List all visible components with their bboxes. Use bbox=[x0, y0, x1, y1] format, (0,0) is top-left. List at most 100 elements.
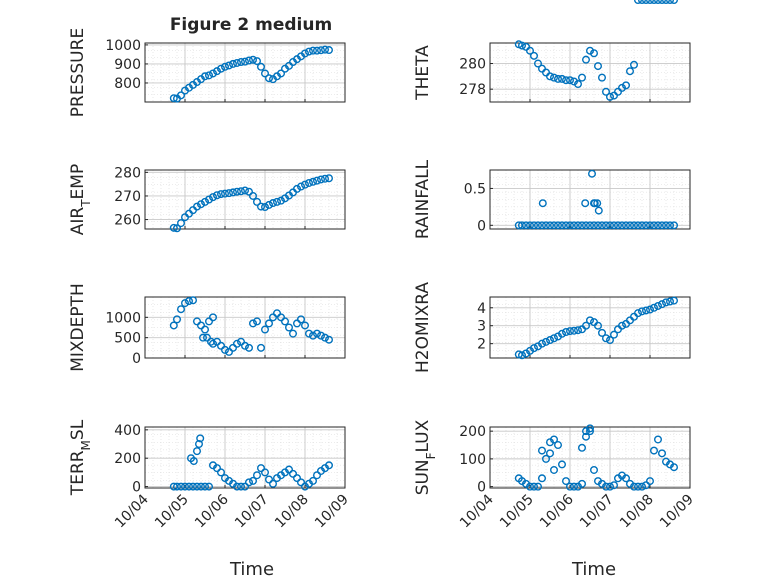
y-tick-label: 280 bbox=[114, 165, 141, 181]
data-point bbox=[582, 321, 591, 330]
data-point bbox=[281, 317, 290, 326]
data-point bbox=[542, 337, 551, 346]
y-tick-label: 4 bbox=[477, 301, 486, 317]
data-point bbox=[626, 221, 635, 230]
data-point bbox=[670, 463, 679, 472]
data-point bbox=[188, 482, 197, 491]
data-point bbox=[638, 221, 647, 230]
data-point bbox=[526, 482, 535, 491]
data-point bbox=[594, 321, 603, 330]
data-point bbox=[240, 57, 249, 66]
y-tick-label: 400 bbox=[114, 423, 141, 439]
y-axis-label-subscript: T bbox=[79, 199, 93, 208]
data-point bbox=[212, 191, 221, 200]
data-point bbox=[574, 80, 583, 89]
data-point bbox=[313, 471, 322, 480]
y-tick-label: 3 bbox=[477, 319, 486, 335]
data-point bbox=[550, 465, 559, 474]
data-point bbox=[244, 187, 253, 196]
y-tick-label: 270 bbox=[114, 189, 141, 205]
data-point bbox=[212, 67, 221, 76]
data-point bbox=[265, 319, 274, 328]
data-point bbox=[574, 326, 583, 335]
axes-frame bbox=[144, 296, 346, 359]
data-point bbox=[317, 46, 326, 55]
data-point bbox=[220, 62, 229, 71]
data-point bbox=[610, 481, 619, 490]
data-point bbox=[192, 447, 201, 456]
data-point bbox=[277, 196, 286, 205]
y-tick-label: 2 bbox=[477, 337, 486, 353]
data-point bbox=[200, 197, 209, 206]
data-point bbox=[670, 221, 679, 230]
data-point bbox=[622, 81, 631, 90]
axes-frame bbox=[489, 42, 691, 103]
data-point bbox=[650, 221, 659, 230]
data-point bbox=[586, 316, 595, 325]
data-point bbox=[534, 59, 543, 68]
data-point bbox=[261, 468, 270, 477]
data-point bbox=[277, 313, 286, 322]
axes-frame bbox=[144, 169, 346, 230]
data-point bbox=[228, 188, 237, 197]
data-point bbox=[606, 336, 615, 345]
data-point bbox=[582, 432, 591, 441]
data-point bbox=[309, 331, 318, 340]
data-point bbox=[216, 64, 225, 73]
y-axis-label: SUNFLUX bbox=[413, 419, 438, 495]
data-point bbox=[192, 202, 201, 211]
data-point bbox=[216, 190, 225, 199]
data-point bbox=[642, 481, 651, 490]
data-point bbox=[588, 169, 597, 178]
data-point bbox=[638, 482, 647, 491]
data-point bbox=[301, 321, 310, 330]
data-point bbox=[236, 482, 245, 491]
data-point bbox=[662, 221, 671, 230]
data-point bbox=[566, 76, 575, 85]
data-point bbox=[265, 475, 274, 484]
data-point bbox=[309, 46, 318, 55]
data-point bbox=[285, 465, 294, 474]
data-point bbox=[257, 343, 266, 352]
data-point bbox=[566, 327, 575, 336]
data-point bbox=[630, 221, 639, 230]
data-point bbox=[546, 336, 555, 345]
data-point bbox=[654, 301, 663, 310]
data-point bbox=[654, 435, 663, 444]
x-axis-label-right: Time bbox=[571, 559, 616, 580]
data-point bbox=[172, 224, 181, 233]
y-tick-label: 260 bbox=[114, 213, 141, 229]
y-axis-label-main: SUN bbox=[413, 459, 433, 495]
data-point bbox=[594, 62, 603, 71]
y-axis-label: RAINFALL bbox=[413, 159, 433, 239]
data-point bbox=[198, 333, 207, 342]
subplot-rainfall: 0 0.5 RAINFALL bbox=[413, 159, 691, 239]
data-point bbox=[538, 339, 547, 348]
data-point bbox=[325, 174, 334, 183]
data-point bbox=[293, 474, 302, 483]
data-point bbox=[208, 313, 217, 322]
data-point bbox=[550, 73, 559, 82]
data-point bbox=[550, 334, 559, 343]
data-point bbox=[614, 221, 623, 230]
data-point bbox=[586, 427, 595, 436]
y-axis-label-main: PRESSURE bbox=[68, 28, 88, 117]
data-point bbox=[317, 175, 326, 184]
data-point bbox=[670, 296, 679, 305]
data-point bbox=[562, 327, 571, 336]
y-axis-label: PRESSURE bbox=[68, 28, 88, 117]
data-point bbox=[180, 482, 189, 491]
data-point bbox=[562, 477, 571, 486]
data-point bbox=[518, 351, 527, 360]
data-point bbox=[546, 72, 555, 81]
data-point bbox=[634, 0, 642, 4]
data-point bbox=[224, 189, 233, 198]
data-point bbox=[598, 73, 607, 82]
data-point bbox=[309, 476, 318, 485]
data-point bbox=[634, 221, 643, 230]
data-point bbox=[216, 341, 225, 350]
data-point bbox=[646, 305, 655, 314]
y-axis-label-main: RAINFALL bbox=[413, 159, 433, 239]
data-point bbox=[594, 206, 603, 215]
data-point bbox=[646, 0, 654, 4]
